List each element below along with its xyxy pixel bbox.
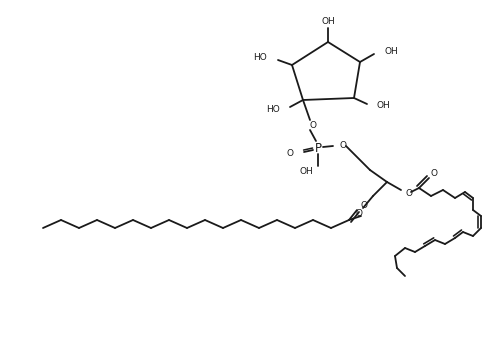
Text: HO: HO (253, 53, 267, 63)
Text: O: O (361, 201, 368, 211)
Text: O: O (355, 210, 362, 218)
Text: O: O (287, 149, 294, 159)
Text: HO: HO (266, 104, 280, 114)
Text: O: O (431, 169, 438, 177)
Text: OH: OH (321, 17, 335, 25)
Text: OH: OH (377, 102, 391, 110)
Text: OH: OH (299, 167, 313, 177)
Text: O: O (406, 188, 413, 198)
Text: OH: OH (385, 47, 399, 57)
Text: O: O (340, 142, 347, 150)
Text: P: P (314, 142, 321, 154)
Text: O: O (309, 120, 316, 130)
